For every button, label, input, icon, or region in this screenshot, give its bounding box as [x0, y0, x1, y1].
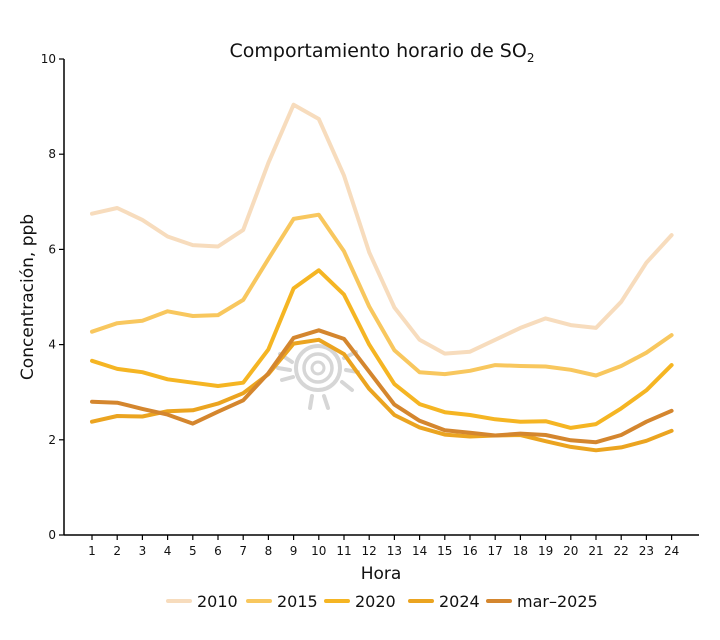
y-tick-label: 6	[48, 242, 56, 256]
x-tick-label: 8	[265, 544, 273, 558]
series-line-2010	[90, 102, 674, 356]
y-axis-label: Concentración, ppb	[18, 214, 38, 380]
legend-label: 2015	[277, 592, 318, 611]
x-tick-label: 19	[538, 544, 553, 558]
x-tick-label: 2	[113, 544, 121, 558]
x-tick-label: 1	[88, 544, 96, 558]
y-tick-label: 4	[48, 338, 56, 352]
logo-watermark	[276, 344, 360, 410]
x-tick-label: 18	[513, 544, 528, 558]
y-tick-label: 0	[48, 528, 56, 542]
x-tick-label: 13	[387, 544, 402, 558]
series-lines	[90, 102, 674, 453]
y-tick-label: 8	[48, 147, 56, 161]
x-tick-label: 4	[164, 544, 172, 558]
x-tick-label: 20	[563, 544, 578, 558]
y-tick-label: 2	[48, 433, 56, 447]
x-tick-label: 9	[290, 544, 298, 558]
x-axis-label: Hora	[361, 564, 402, 584]
chart-title-text: Comportamiento horario de SO	[230, 40, 527, 62]
x-tick-label: 22	[614, 544, 629, 558]
y-axis-ticks: 0 2 4 6 8 10	[41, 52, 64, 542]
legend-label: 2020	[355, 592, 396, 611]
x-tick-label: 11	[336, 544, 351, 558]
x-tick-label: 15	[437, 544, 452, 558]
x-axis-ticks: 1 2 3 4 5 6 7 8 9 10 11 12 13 14 15 16 17 18 19 20 21 22 23 24	[88, 535, 679, 558]
y-tick-label: 10	[41, 52, 56, 66]
series-line-2015	[90, 212, 674, 378]
x-tick-label: 21	[588, 544, 603, 558]
x-tick-label: 16	[462, 544, 477, 558]
legend-label: mar–2025	[517, 592, 598, 611]
x-tick-label: 7	[239, 544, 247, 558]
x-tick-label: 10	[311, 544, 326, 558]
legend-label: 2024	[439, 592, 480, 611]
x-tick-label: 17	[488, 544, 503, 558]
legend: 2010 2015 2020 2024 mar–2025	[166, 592, 598, 611]
x-tick-label: 5	[189, 544, 197, 558]
x-tick-label: 6	[214, 544, 222, 558]
x-tick-label: 14	[412, 544, 427, 558]
series-line-2024	[90, 337, 674, 453]
x-tick-label: 24	[664, 544, 679, 558]
x-tick-label: 23	[639, 544, 654, 558]
series-line-mar–2025	[90, 328, 674, 445]
chart-title: Comportamiento horario de SO2	[230, 40, 535, 65]
x-tick-label: 3	[139, 544, 147, 558]
legend-label: 2010	[197, 592, 238, 611]
series-line-2020	[90, 268, 674, 430]
chart-title-subscript: 2	[527, 51, 535, 65]
x-tick-label: 12	[362, 544, 377, 558]
axes	[63, 59, 699, 536]
